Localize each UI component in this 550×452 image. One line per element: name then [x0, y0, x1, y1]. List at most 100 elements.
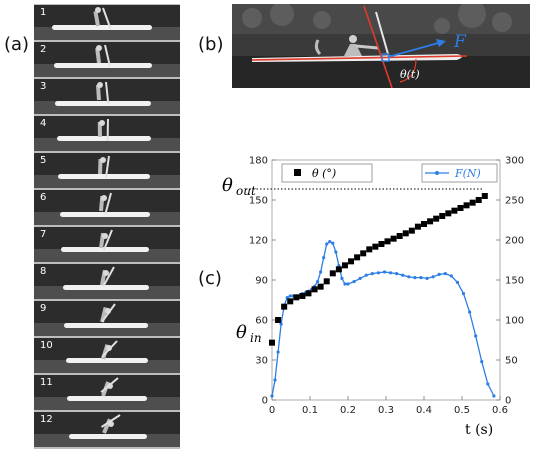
force-point	[325, 242, 329, 246]
theta-point	[475, 197, 482, 203]
force-label: F	[454, 32, 466, 52]
force-point	[486, 382, 490, 386]
right-y-tick-label: 50	[505, 356, 518, 367]
left-y-tick-label: 150	[249, 196, 268, 207]
theta-point	[481, 193, 488, 199]
left-y-tick-label: 30	[255, 356, 268, 367]
frame-number: 6	[40, 192, 47, 203]
frame-7: 7	[34, 227, 180, 262]
right-y-tick-label: 250	[505, 196, 524, 207]
force-point	[492, 394, 496, 398]
theta-point	[414, 223, 421, 230]
left-y-tick-label: 180	[249, 156, 268, 167]
force-point	[407, 275, 411, 279]
frame-number: 4	[40, 118, 47, 129]
theta-point	[445, 210, 452, 217]
theta-point	[439, 213, 446, 219]
force-point	[343, 282, 347, 286]
panel-label-b: (b)	[198, 34, 224, 55]
theta-point	[341, 262, 348, 269]
force-point	[279, 322, 283, 326]
theta-point	[408, 227, 415, 234]
force-point	[376, 271, 380, 275]
legend-theta-marker	[294, 169, 301, 176]
right-y-tick-label: 0	[505, 396, 511, 407]
legend-theta-box	[281, 163, 373, 183]
theta-point	[366, 246, 373, 253]
force-point	[273, 378, 277, 382]
force-arrow	[387, 41, 443, 58]
x-tick-label: 0	[269, 405, 275, 416]
left-y-tick-label: 120	[249, 236, 268, 247]
plot-frame	[271, 159, 501, 401]
theta-point	[433, 215, 440, 222]
panel-label-c: (c)	[198, 268, 222, 289]
theta-point	[281, 303, 288, 310]
left-y-tick-label: 90	[255, 276, 268, 287]
x-tick-label: 0.3	[378, 405, 394, 416]
theta-point	[451, 207, 458, 214]
frame-number: 9	[40, 303, 47, 314]
theta-out-symbol: θ	[222, 175, 233, 196]
x-axis-label: t (s)	[465, 422, 493, 438]
force-point	[364, 273, 368, 277]
frame-number: 10	[40, 340, 53, 351]
frame-number: 8	[40, 266, 47, 277]
frame-9: 9	[34, 301, 180, 336]
force-point	[270, 394, 274, 398]
theta-point	[287, 298, 294, 305]
theta-point	[396, 233, 403, 239]
force-point	[388, 271, 393, 275]
x-tick-label: 0.5	[454, 405, 470, 416]
frame-number: 1	[40, 7, 47, 18]
frame-number: 12	[40, 414, 53, 425]
frame-number: 3	[40, 81, 47, 92]
force-point	[443, 272, 447, 276]
theta-point	[469, 199, 476, 206]
theta-point	[275, 317, 282, 323]
force-point	[340, 276, 344, 280]
theta-point	[390, 235, 397, 242]
theta-in-symbol: θ	[236, 322, 247, 343]
angle-label: θ(t)	[400, 68, 420, 81]
force-point	[328, 240, 332, 244]
frame-10: 10	[34, 338, 180, 373]
frame-2: 2	[34, 42, 180, 77]
force-point	[382, 270, 387, 274]
force-point	[425, 276, 429, 280]
theta-point	[463, 202, 470, 209]
x-tick-label: 0.6	[492, 405, 508, 416]
force-point	[455, 280, 460, 284]
force-point	[288, 294, 292, 298]
x-tick-label: 0.2	[340, 405, 356, 416]
force-point	[370, 272, 374, 276]
theta-point	[354, 254, 361, 261]
force-series-line	[271, 240, 495, 397]
frame-number: 5	[40, 155, 47, 166]
right-y-tick-label: 200	[505, 236, 524, 247]
x-tick-label: 0.4	[416, 405, 432, 416]
frame-number: 11	[40, 377, 53, 388]
force-point	[449, 274, 453, 278]
legend-force-box	[421, 163, 498, 183]
force-point	[474, 334, 478, 338]
frame-4: 4	[34, 116, 180, 151]
force-point	[401, 273, 405, 277]
force-point	[437, 272, 441, 276]
force-point	[461, 292, 466, 296]
panel-label-a: (a)	[4, 34, 30, 55]
theta-point	[323, 278, 330, 285]
force-point	[480, 360, 484, 364]
theta-point	[317, 283, 324, 290]
force-point	[413, 276, 417, 280]
right-y-tick-label: 300	[505, 156, 524, 167]
frame-3: 3	[34, 79, 180, 114]
frame-11: 11	[34, 375, 180, 410]
theta-point	[427, 218, 434, 225]
frame-sequence: 1 2 3 4 5 6 7 8 9 10 11 12	[34, 4, 180, 449]
legend-force-marker	[435, 171, 439, 175]
force-point	[331, 241, 335, 245]
right-y-tick-label: 100	[505, 316, 524, 327]
force-point	[316, 280, 320, 284]
